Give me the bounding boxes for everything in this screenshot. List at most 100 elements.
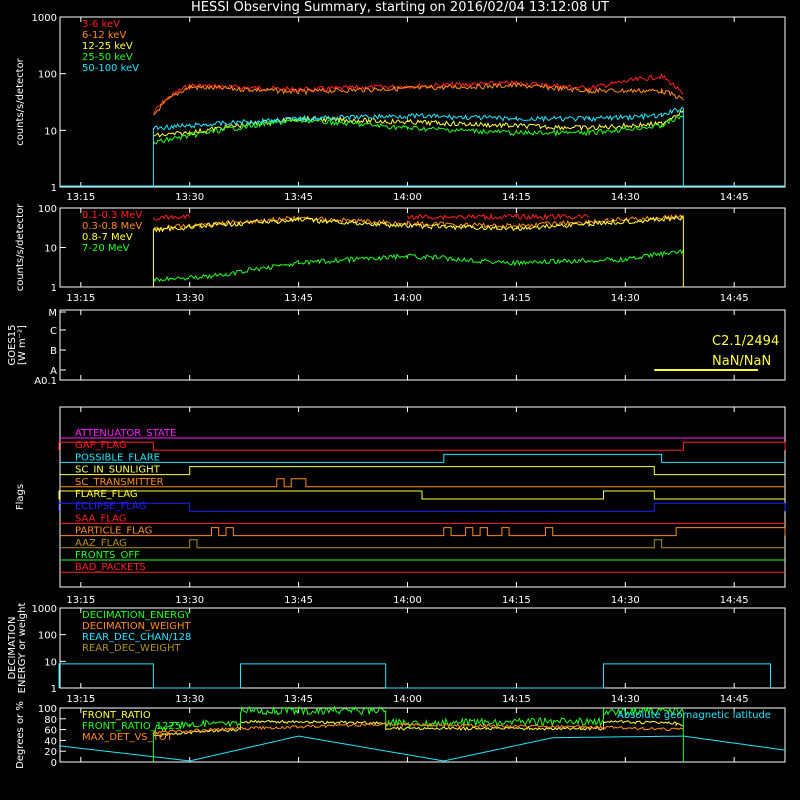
lightcurves-low-xtick-label: 14:30 <box>611 192 640 203</box>
lightcurves-high-ytick-label: 10 <box>44 244 57 255</box>
lightcurves-low-xtick-label: 13:15 <box>66 192 95 203</box>
ratios-series-line <box>152 721 684 735</box>
decimation-legend-item: DECIMATION_ENERGY <box>82 610 191 621</box>
lightcurves-high-xtick-label: 14:30 <box>611 293 640 304</box>
lightcurves-low-series-line <box>153 82 684 116</box>
flags-label: POSSIBLE_FLARE <box>75 452 160 463</box>
lightcurves-low-series-line <box>152 106 684 131</box>
ratios-ytick-label: 100 <box>38 704 57 715</box>
decimation-ytick-label: 100 <box>38 631 57 642</box>
lightcurves-high-xtick-label: 14:15 <box>502 293 531 304</box>
decimation-ylabel: DECIMATION <box>7 616 18 679</box>
goes-ytick-label: M <box>48 308 57 319</box>
flags-xtick-label: 13:15 <box>66 595 95 606</box>
ratios-ytick-label: 0 <box>51 758 57 769</box>
lightcurves-high-ylabel: counts/s/detector <box>15 203 26 291</box>
decimation-xtick-label: 13:45 <box>284 694 313 705</box>
lightcurves-high-series-line <box>152 215 684 233</box>
decimation-ytick-label: 10 <box>44 657 57 668</box>
lightcurves-low-legend-item: 50-100 keV <box>82 63 139 74</box>
lightcurves-high-xtick-label: 14:45 <box>720 293 749 304</box>
ratios-ytick-label: 40 <box>44 736 57 747</box>
lightcurves-low-series-line <box>153 73 684 114</box>
lightcurves-low-series-line <box>153 109 684 138</box>
lightcurves-high-legend-item: 0.3-0.8 MeV <box>82 221 142 232</box>
flags-xtick-label: 14:00 <box>393 595 422 606</box>
lightcurves-low-ytick-label: 1 <box>51 183 57 194</box>
flags-label: FLARE_FLAG <box>75 489 138 500</box>
flag-trace <box>58 441 786 451</box>
lightcurves-low-xtick-label: 13:30 <box>175 192 204 203</box>
lightcurves-low-ytick-label: 100 <box>38 70 57 81</box>
goes-ytick-label: A <box>50 366 57 377</box>
lightcurves-low-xtick-label: 14:45 <box>720 192 749 203</box>
flag-trace <box>60 539 785 549</box>
lightcurves-high-xtick-label: 13:30 <box>175 293 204 304</box>
decimation-xtick-label: 14:00 <box>393 694 422 705</box>
lightcurves-low-frame <box>59 16 786 188</box>
decimation-ytick-label: 1 <box>51 684 57 695</box>
flags-xtick-label: 13:30 <box>175 595 204 606</box>
flags-frame <box>59 406 786 588</box>
decimation-xtick-label: 14:30 <box>611 694 640 705</box>
flags-label: BAD_PACKETS <box>75 562 146 573</box>
ratios-legend-item: FRONT_RATIO <box>82 710 151 721</box>
flags-label: FRONTS_OFF <box>75 550 140 561</box>
flags-xtick-label: 14:30 <box>611 595 640 606</box>
decimation-series-line <box>58 663 771 689</box>
flag-trace <box>60 478 785 488</box>
flags-label: ATTENUATOR_STATE <box>75 428 176 439</box>
decimation-xtick-label: 14:15 <box>502 694 531 705</box>
lightcurves-high-ytick-label: 1 <box>51 283 57 294</box>
decimation-ytick-label: 1000 <box>32 604 57 615</box>
decimation-xtick-label: 14:45 <box>720 694 749 705</box>
decimation-xtick-label: 13:30 <box>175 694 204 705</box>
flags-label: SAA_FLAG <box>75 513 126 524</box>
flags-label: SC_TRANSMITTER <box>75 477 164 488</box>
flags-label: ECLIPSE_FLAG <box>75 501 146 512</box>
ratios-series-line <box>153 705 684 734</box>
ratios-geomag-label: Absolute geomagnetic latitude <box>617 710 771 721</box>
lightcurves-low-ytick-label: 1000 <box>32 13 57 24</box>
goes-ytick-label: C <box>50 326 57 337</box>
decimation-legend-item: DECIMATION_WEIGHT <box>82 621 191 632</box>
ratios-ytick-label: 60 <box>44 726 57 737</box>
lightcurves-high-legend-item: 0.1-0.3 MeV <box>82 210 142 221</box>
decimation-legend-item: REAR_DEC_CHAN/128 <box>82 632 191 643</box>
flags-label: AAZ_FLAG <box>75 538 127 549</box>
flags-xtick-label: 13:45 <box>284 595 313 606</box>
lightcurves-high-series-line <box>152 214 191 221</box>
lightcurves-low-xtick-label: 14:00 <box>393 192 422 203</box>
flags-xtick-label: 14:45 <box>720 595 749 606</box>
ratios-ytick-label: 20 <box>44 747 57 758</box>
flags-label: PARTICLE_FLAG <box>75 526 152 537</box>
lightcurves-high-series-line <box>152 249 684 283</box>
lightcurves-high-xtick-label: 13:15 <box>66 293 95 304</box>
flags-xtick-label: 14:15 <box>502 595 531 606</box>
goes-ytick-label: A0.1 <box>34 376 57 387</box>
lightcurves-low-ytick-label: 10 <box>44 126 57 137</box>
chart-title: HESSI Observing Summary, starting on 201… <box>191 0 609 15</box>
lightcurves-high-legend-item: 7-20 MeV <box>82 243 130 254</box>
ratios-series-line <box>58 735 786 762</box>
lightcurves-low-legend-item: 12-25 keV <box>82 41 133 52</box>
decimation-xtick-label: 13:15 <box>66 694 95 705</box>
lightcurves-low-xtick-label: 14:15 <box>502 192 531 203</box>
flag-trace <box>58 490 785 500</box>
lightcurves-high-legend-item: 0.8-7 MeV <box>82 232 133 243</box>
lightcurves-high-series-line <box>152 214 684 232</box>
flag-trace <box>58 502 786 512</box>
ratios-frame <box>59 707 786 763</box>
lightcurves-high-xtick-label: 14:00 <box>393 293 422 304</box>
flags-ylabel: Flags <box>15 484 26 510</box>
flag-trace <box>60 527 786 537</box>
goes-ytick-label: B <box>50 346 57 357</box>
goes-frame <box>59 309 786 381</box>
ratios-ytick-label: 80 <box>44 715 57 726</box>
decimation-legend-item: REAR_DEC_WEIGHT <box>82 643 181 654</box>
ratios-ylabel: Degrees or % <box>15 701 26 769</box>
flag-trace <box>60 466 785 476</box>
goes-class-annotation: C2.1/2494 <box>712 334 779 349</box>
decimation-ylabel2: ENERGY or weight <box>17 603 28 694</box>
